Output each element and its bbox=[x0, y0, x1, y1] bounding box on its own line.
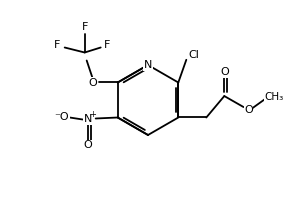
Text: O: O bbox=[244, 105, 253, 115]
Text: CH₃: CH₃ bbox=[265, 92, 284, 102]
Text: Cl: Cl bbox=[189, 50, 200, 60]
Text: N: N bbox=[84, 114, 92, 124]
Text: +: + bbox=[89, 110, 96, 119]
Text: N: N bbox=[144, 60, 152, 70]
Text: O: O bbox=[88, 78, 97, 87]
Text: O: O bbox=[220, 67, 229, 77]
Text: F: F bbox=[53, 39, 60, 49]
Text: F: F bbox=[81, 22, 88, 31]
Text: F: F bbox=[103, 39, 110, 49]
Text: O: O bbox=[83, 140, 92, 150]
Text: ⁻O: ⁻O bbox=[54, 112, 69, 123]
